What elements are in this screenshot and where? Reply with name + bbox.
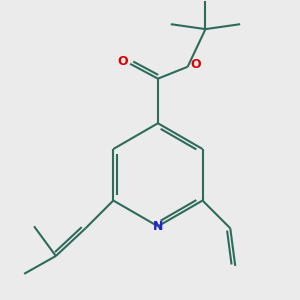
- Text: O: O: [190, 58, 201, 71]
- Text: N: N: [153, 220, 163, 233]
- Text: O: O: [117, 55, 128, 68]
